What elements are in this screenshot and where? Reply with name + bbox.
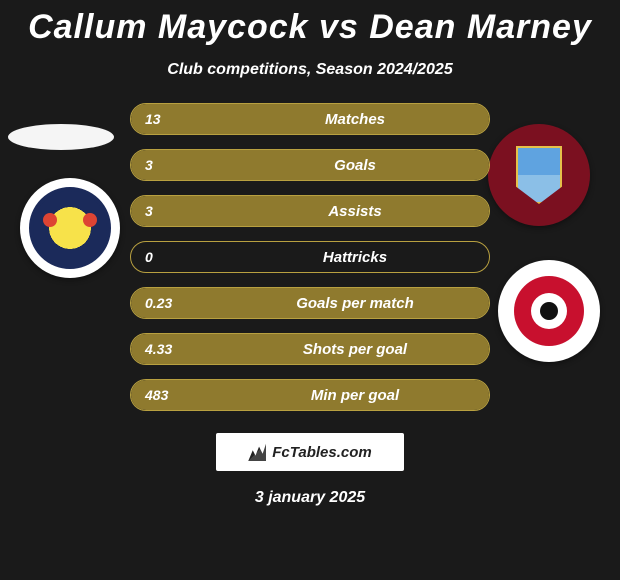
footer-date: 3 january 2025 — [0, 489, 620, 507]
branding-box[interactable]: FcTables.com — [216, 433, 404, 471]
stat-row-assists: 3 Assists — [130, 195, 490, 227]
stat-value-left: 13 — [131, 111, 221, 127]
stat-label: Goals — [221, 157, 489, 174]
stat-label: Hattricks — [221, 249, 489, 266]
fleetwood-icon — [514, 276, 584, 346]
stat-row-hattricks: 0 Hattricks — [130, 241, 490, 273]
stat-label: Min per goal — [221, 387, 489, 404]
stat-row-gpm: 0.23 Goals per match — [130, 287, 490, 319]
club-crest-left — [20, 178, 120, 278]
stat-label: Matches — [221, 111, 489, 128]
page-title: Callum Maycock vs Dean Marney — [0, 0, 620, 47]
club-crest-right-top — [488, 124, 590, 226]
stat-value-left: 0.23 — [131, 295, 221, 311]
stat-row-goals: 3 Goals — [130, 149, 490, 181]
page-subtitle: Club competitions, Season 2024/2025 — [0, 61, 620, 79]
stat-row-matches: 13 Matches — [130, 103, 490, 135]
stat-row-mpg: 483 Min per goal — [130, 379, 490, 411]
afc-wimbledon-icon — [29, 187, 111, 269]
stat-label: Shots per goal — [221, 341, 489, 358]
branding-text: FcTables.com — [272, 444, 371, 461]
stat-value-left: 0 — [131, 249, 221, 265]
stat-value-left: 4.33 — [131, 341, 221, 357]
chart-icon — [248, 443, 266, 461]
stat-row-spg: 4.33 Shots per goal — [130, 333, 490, 365]
club-crest-right-bottom — [498, 260, 600, 362]
stat-label: Goals per match — [221, 295, 489, 312]
stat-value-left: 3 — [131, 203, 221, 219]
stats-container: 13 Matches 3 Goals 3 Assists 0 Hattricks… — [130, 103, 490, 411]
stat-value-left: 3 — [131, 157, 221, 173]
burnley-icon — [516, 146, 562, 204]
stat-value-left: 483 — [131, 387, 221, 403]
stat-label: Assists — [221, 203, 489, 220]
player-photo-placeholder — [8, 124, 114, 150]
